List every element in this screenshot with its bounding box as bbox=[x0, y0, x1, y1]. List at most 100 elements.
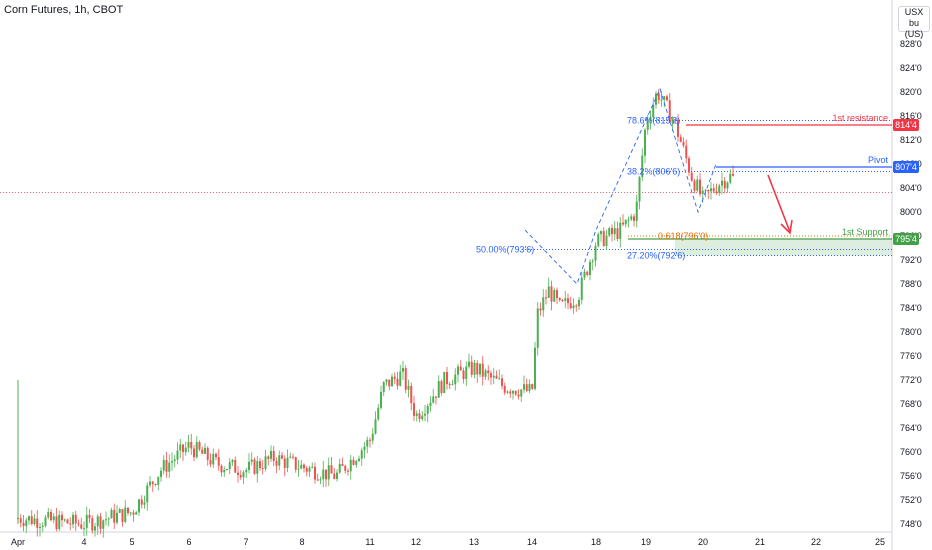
price-tick-label: 780'0 bbox=[900, 327, 922, 337]
price-tick-label: 804'0 bbox=[900, 183, 922, 193]
candle-body bbox=[292, 456, 294, 458]
price-tick-label: 756'0 bbox=[900, 471, 922, 481]
candle-body bbox=[187, 441, 190, 448]
candle-body bbox=[30, 516, 33, 525]
candle-body bbox=[151, 481, 154, 484]
candle-body bbox=[105, 519, 107, 521]
time-tick-label: 5 bbox=[129, 537, 134, 547]
candle-body bbox=[305, 468, 308, 472]
time-tick-label: 25 bbox=[875, 537, 885, 547]
candle-body bbox=[561, 300, 564, 302]
candle-body bbox=[396, 378, 399, 386]
candle-body bbox=[644, 129, 646, 156]
resistance-price-badge: 814'4 bbox=[893, 119, 919, 131]
down-arrow-icon bbox=[767, 174, 793, 235]
candle-body bbox=[652, 104, 655, 118]
candle-body bbox=[583, 271, 586, 278]
candle-body bbox=[503, 385, 506, 393]
fibonacci-levels bbox=[522, 120, 892, 256]
candle-body bbox=[660, 99, 663, 101]
candle-body bbox=[50, 512, 52, 521]
candle-body bbox=[341, 463, 344, 466]
candle-body bbox=[316, 479, 319, 481]
support-zone bbox=[675, 239, 892, 256]
candle-body bbox=[490, 373, 492, 378]
candle-body bbox=[558, 298, 561, 301]
candle-body bbox=[484, 370, 487, 377]
candle-body bbox=[682, 141, 685, 146]
candle-body bbox=[363, 446, 366, 451]
candle-body bbox=[168, 462, 171, 472]
candle-body bbox=[226, 469, 228, 471]
candle-body bbox=[201, 449, 204, 454]
candle-body bbox=[712, 188, 715, 192]
candle-body bbox=[690, 172, 693, 181]
price-tick-label: 828'0 bbox=[900, 39, 922, 49]
candle-body bbox=[542, 297, 545, 311]
candle-body bbox=[28, 516, 30, 521]
candle-body bbox=[567, 298, 569, 304]
candle-body bbox=[715, 191, 718, 193]
fib-272-label: 27.20%(792'6) bbox=[627, 251, 685, 261]
candle-body bbox=[80, 524, 83, 529]
candle-body bbox=[721, 180, 723, 186]
candle-body bbox=[514, 390, 517, 395]
currency-unit-selector[interactable]: USX bu (US) bbox=[898, 6, 930, 39]
candle-body bbox=[523, 384, 525, 390]
candle-body bbox=[443, 371, 446, 394]
candle-body bbox=[440, 381, 443, 394]
candle-body bbox=[366, 439, 369, 447]
candle-body bbox=[633, 216, 635, 221]
candle-body bbox=[534, 347, 536, 389]
candle-body bbox=[605, 235, 608, 247]
candle-body bbox=[259, 461, 261, 469]
candle-body bbox=[223, 469, 226, 473]
candle-body bbox=[99, 516, 102, 529]
candle-body bbox=[663, 96, 666, 100]
candle-body bbox=[407, 385, 410, 390]
candle-body bbox=[487, 370, 490, 374]
candle-body bbox=[149, 481, 151, 486]
candle-body bbox=[476, 362, 479, 375]
price-tick-label: 820'0 bbox=[900, 87, 922, 97]
candle-body bbox=[597, 234, 600, 247]
candle-body bbox=[110, 509, 113, 519]
candle-body bbox=[77, 523, 80, 525]
candle-body bbox=[58, 514, 61, 530]
candle-body bbox=[454, 374, 457, 385]
candle-body bbox=[462, 370, 465, 380]
candle-body bbox=[327, 465, 330, 480]
candle-body bbox=[94, 526, 96, 531]
candle-body bbox=[272, 450, 275, 462]
candle-body bbox=[41, 525, 44, 527]
candle-body bbox=[495, 375, 498, 379]
candle-body bbox=[657, 93, 660, 101]
unit-label: bu (US) bbox=[904, 18, 924, 39]
candle-body bbox=[564, 298, 567, 301]
candle-body bbox=[72, 514, 74, 525]
candle-body bbox=[569, 303, 572, 309]
candle-body bbox=[572, 305, 575, 309]
candle-body bbox=[641, 155, 644, 178]
candle-body bbox=[289, 456, 292, 458]
time-tick-label: 7 bbox=[243, 537, 248, 547]
candle-body bbox=[319, 479, 322, 481]
candle-body bbox=[468, 361, 470, 367]
time-axis[interactable]: Apr 4 5 6 7 8 11 12 13 14 18 19 20 21 22 25 bbox=[11, 537, 885, 547]
candle-body bbox=[492, 375, 495, 378]
candle-body bbox=[718, 185, 721, 193]
candle-body bbox=[91, 518, 94, 531]
candle-body bbox=[311, 466, 314, 468]
price-tick-label: 764'0 bbox=[900, 423, 922, 433]
price-axis[interactable]: 748'0 752'0 756'0 760'0 764'0 768'0 772'0 776'0… bbox=[900, 39, 922, 529]
candle-body bbox=[355, 460, 358, 465]
candle-body bbox=[578, 299, 580, 307]
candle-body bbox=[256, 461, 259, 474]
candle-body bbox=[556, 290, 558, 299]
price-tick-label: 792'0 bbox=[900, 255, 922, 265]
candle-body bbox=[138, 499, 140, 513]
candle-body bbox=[19, 518, 22, 523]
candle-body bbox=[418, 413, 421, 420]
candle-body bbox=[520, 389, 523, 397]
